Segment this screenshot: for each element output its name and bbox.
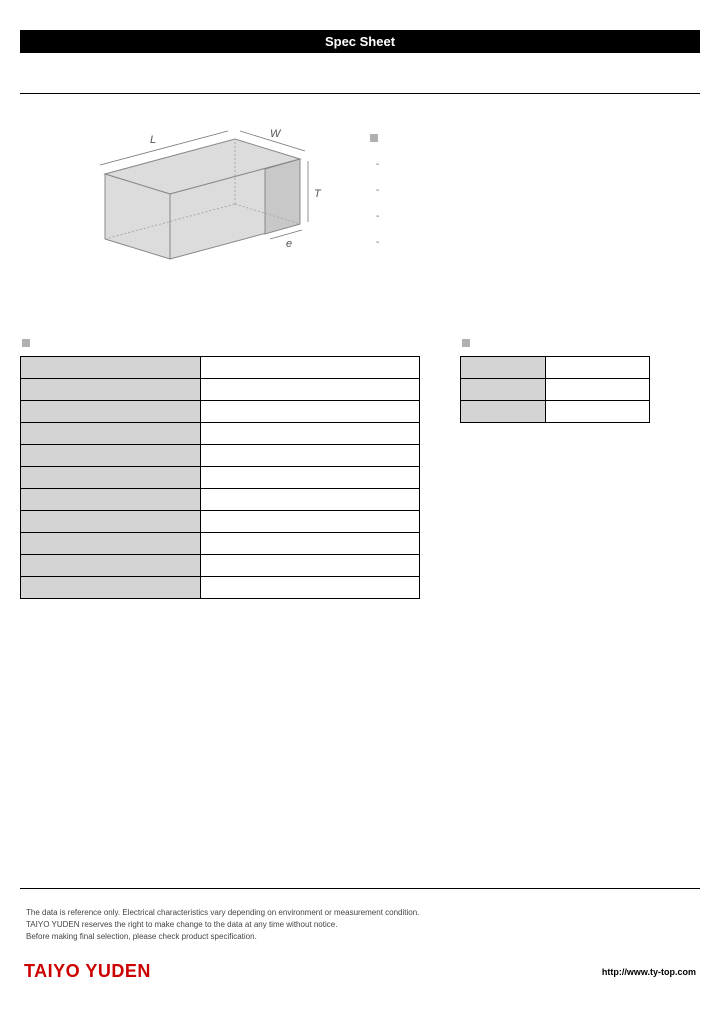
- pack-table-section: [460, 334, 650, 423]
- info-item: -: [376, 237, 700, 263]
- dim-label-T: T: [314, 188, 322, 200]
- bullet-square-icon: [370, 134, 378, 142]
- spec-table: [20, 356, 420, 599]
- website-url[interactable]: http://www.ty-top.com: [602, 967, 696, 977]
- info-item: -: [376, 211, 700, 237]
- disclaimer-text: The data is reference only. Electrical c…: [20, 907, 700, 943]
- table-row: [461, 357, 650, 379]
- footer-divider: [20, 888, 700, 889]
- dim-label-e: e: [286, 238, 292, 250]
- dim-label-W: W: [270, 128, 282, 140]
- table-row: [21, 467, 420, 489]
- table-row: [21, 489, 420, 511]
- table-row: [21, 357, 420, 379]
- table-row: [21, 379, 420, 401]
- table-row: [21, 533, 420, 555]
- table-row: [21, 577, 420, 599]
- bullet-square-icon: [462, 339, 470, 347]
- table-row: [21, 511, 420, 533]
- table-row: [461, 401, 650, 423]
- info-list: - - - -: [370, 119, 700, 294]
- pack-table: [460, 356, 650, 423]
- table-row: [21, 445, 420, 467]
- dim-label-L: L: [150, 134, 156, 146]
- table-row: [21, 423, 420, 445]
- table-row: [21, 555, 420, 577]
- table-row: [21, 401, 420, 423]
- brand-logo: TAIYO YUDEN: [24, 961, 151, 982]
- info-item: -: [376, 185, 700, 211]
- top-divider: [20, 93, 700, 94]
- bullet-square-icon: [22, 339, 30, 347]
- component-diagram: L W T e: [20, 119, 330, 294]
- table-row: [461, 379, 650, 401]
- spec-sheet-header: Spec Sheet: [20, 30, 700, 53]
- info-item: -: [376, 159, 700, 185]
- spec-table-section: [20, 334, 420, 599]
